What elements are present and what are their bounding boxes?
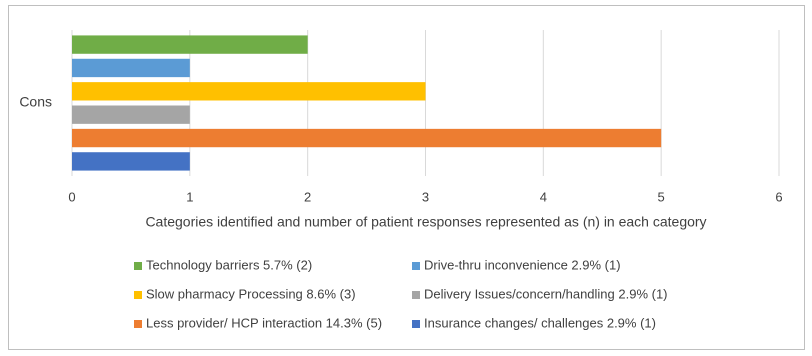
legend-swatch <box>134 291 142 299</box>
legend-label: Drive-thru inconvenience 2.9% (1) <box>424 257 621 272</box>
legend-label: Slow pharmacy Processing 8.6% (3) <box>146 286 356 301</box>
bar <box>72 152 190 171</box>
chart-border <box>8 5 805 350</box>
legend-label: Insurance changes/ challenges 2.9% (1) <box>424 315 656 330</box>
bar <box>72 105 190 124</box>
x-tick-label: 1 <box>186 189 193 204</box>
legend-label: Technology barriers 5.7% (2) <box>146 257 312 272</box>
legend-swatch <box>412 262 420 270</box>
bar <box>72 82 426 101</box>
x-tick-label: 3 <box>422 189 429 204</box>
legend-swatch <box>412 291 420 299</box>
bar <box>72 128 662 148</box>
x-tick-label: 4 <box>540 189 547 204</box>
x-tick-label: 6 <box>775 189 782 204</box>
x-tick-label: 5 <box>658 189 665 204</box>
legend-swatch <box>134 262 142 270</box>
bar <box>72 58 190 78</box>
legend-label: Less provider/ HCP interaction 14.3% (5) <box>146 315 382 330</box>
x-axis-title: Categories identified and number of pati… <box>145 214 706 230</box>
bar <box>72 35 308 54</box>
legend-swatch <box>134 320 142 328</box>
x-tick-label: 0 <box>68 189 75 204</box>
y-tick-label: Cons <box>19 94 52 110</box>
legend-label: Delivery Issues/concern/handling 2.9% (1… <box>424 286 668 301</box>
legend-swatch <box>412 320 420 328</box>
x-tick-label: 2 <box>304 189 311 204</box>
